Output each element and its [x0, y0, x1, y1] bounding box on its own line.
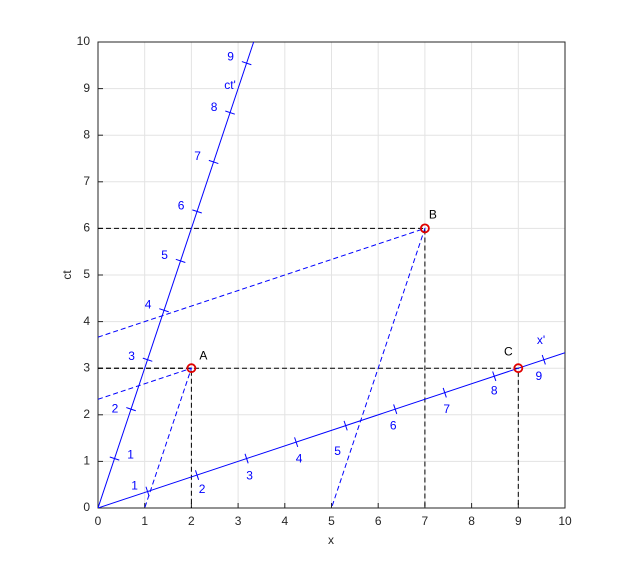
y-tick-label: 8 [83, 127, 90, 141]
frame-tick-label: 1 [131, 479, 138, 493]
y-tick-label: 0 [83, 500, 90, 514]
frame-tick-label: 2 [112, 401, 119, 415]
frame-tick [541, 354, 546, 365]
frame-tick [175, 258, 186, 263]
frame-tick [492, 371, 497, 382]
x-tick-label: 5 [328, 514, 335, 528]
frame-tick-label: 5 [334, 444, 341, 458]
x-tick-label: 4 [281, 514, 288, 528]
event-label: B [429, 208, 437, 222]
event-label: C [504, 344, 513, 358]
frame-tick [393, 404, 398, 415]
plot-frame [97, 41, 566, 509]
projection-line [98, 227, 426, 508]
y-tick-label: 7 [83, 174, 90, 188]
x-tick-label: 6 [375, 514, 382, 528]
frame-tick [244, 453, 249, 464]
frame-tick [145, 486, 150, 497]
y-tick-label: 3 [83, 360, 90, 374]
frame-tick [343, 420, 348, 431]
x-tick-label: 10 [558, 514, 572, 528]
event-label: A [199, 348, 207, 362]
frame-tick [225, 110, 235, 115]
projection-line [98, 367, 193, 508]
x-tick-label: 1 [141, 514, 148, 528]
projection-line [98, 367, 192, 508]
frame-tick [159, 308, 169, 313]
x-tick-label: 2 [188, 514, 195, 528]
y-tick-label: 4 [83, 314, 90, 328]
frame-tick [194, 470, 200, 480]
frame-tick [294, 437, 299, 448]
y-tick-label: 10 [77, 34, 91, 48]
frame-tick-label: 5 [161, 248, 168, 262]
frame-tick-label: 2 [199, 482, 206, 496]
x-tick-label: 9 [515, 514, 522, 528]
frame-tick-label: 3 [128, 349, 135, 363]
y-tick-label: 6 [83, 221, 90, 235]
x-axis-label: x [328, 533, 334, 547]
frame-tick [142, 357, 153, 362]
frame-tick [241, 61, 252, 66]
x-tick-label: 7 [422, 514, 429, 528]
frame-axis-label: x' [537, 333, 545, 347]
frame-tick-label: 7 [443, 402, 450, 416]
frame-tick [208, 159, 219, 165]
frame-tick-label: 4 [145, 297, 152, 311]
x-tick-label: 8 [468, 514, 475, 528]
x-tick-label: 3 [235, 514, 242, 528]
y-tick-label: 1 [83, 454, 90, 468]
y-tick-label: 9 [83, 81, 90, 95]
frame-axis [98, 352, 565, 508]
frame-tick [126, 407, 136, 412]
frame-tick-label: 4 [296, 451, 303, 465]
frame-tick-label: 9 [535, 369, 542, 383]
frame-tick [192, 209, 202, 214]
frame-tick-label: 9 [227, 49, 234, 63]
frame-tick-label: 3 [246, 469, 253, 483]
projection-line [98, 227, 426, 508]
frame-tick-label: 7 [194, 149, 201, 163]
frame-tick-label: 8 [491, 383, 498, 397]
frame-axis [98, 42, 255, 508]
frame-axis-label: ct' [224, 78, 236, 92]
frame-tick [109, 456, 120, 461]
y-tick-label: 2 [83, 407, 90, 421]
frame-tick-label: 6 [390, 418, 397, 432]
event-point [419, 223, 430, 234]
event-point [513, 363, 524, 374]
frame-tick [442, 387, 447, 398]
event-point [186, 363, 197, 374]
y-tick-label: 5 [83, 267, 90, 281]
frame-tick-label: 6 [178, 199, 185, 213]
frame-tick-label: 1 [127, 448, 134, 462]
frame-tick-label: 8 [211, 100, 218, 114]
x-tick-label: 0 [95, 514, 102, 528]
y-axis-label: ct [60, 270, 74, 280]
